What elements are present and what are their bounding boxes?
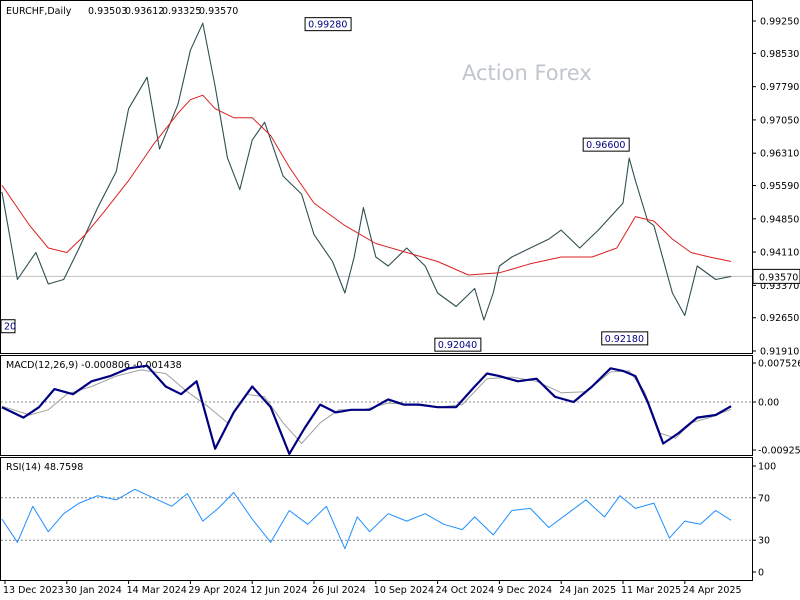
- ohlc-high: 0.93612: [125, 6, 164, 17]
- price-annotation-box: [434, 337, 482, 352]
- rsi-panel-frame: [0, 457, 753, 581]
- macd-title: MACD(12,26,9) -0.000806 -0.001438: [6, 360, 182, 371]
- price-y-tick-label: 0.95590: [760, 181, 799, 192]
- x-tick-label: 24 Jan 2025: [559, 585, 616, 596]
- x-tick-label: 10 Sep 2024: [374, 585, 434, 596]
- x-tick-label: 14 Mar 2024: [127, 585, 187, 596]
- price-y-tick-label: 0.94110: [760, 248, 799, 259]
- macd-layer: [1, 364, 752, 455]
- price-annotation-box: [0, 319, 16, 334]
- x-tick-label: 24 Oct 2024: [436, 585, 495, 596]
- ohlc-close: 0.93570: [199, 6, 238, 17]
- ohlc-open: 0.93503: [88, 6, 127, 17]
- macd-main-line: [1, 364, 732, 455]
- axes-layer: 0.99250 0.98530 0.97790 0.97050 0.96310 0.955…: [3, 17, 800, 596]
- x-tick-label: 30 Jan 2024: [65, 585, 122, 596]
- price-y-tick-label: 0.98530: [760, 49, 799, 60]
- x-tick-label: 26 Jul 2024: [312, 585, 366, 596]
- x-tick-label: 24 Apr 2025: [683, 585, 742, 596]
- x-tick-label: 13 Dec 2023: [3, 585, 64, 596]
- price-series-line: [1, 22, 732, 321]
- macd-y-tick-label: -0.009252: [758, 446, 800, 457]
- price-annotation-label: 0.96600: [586, 140, 625, 151]
- macd-y-tick-label: 0.007526: [758, 359, 800, 370]
- price-annotation-label: 0.99280: [308, 20, 347, 31]
- current-price-box: [752, 268, 800, 284]
- current-price-label: 0.93570: [759, 272, 798, 283]
- price-annotation-box: [582, 137, 630, 152]
- price-y-tick-label: 0.96310: [760, 149, 799, 160]
- rsi-y-tick-label: 30: [758, 536, 770, 547]
- watermark: Action Forex: [462, 61, 592, 85]
- rsi-layer: [1, 488, 752, 550]
- x-tick-label: 11 Mar 2025: [621, 585, 681, 596]
- rsi-title: RSI(14) 48.7598: [6, 462, 83, 473]
- price-y-tick-label: 0.93370: [760, 281, 799, 292]
- price-annotation-label: 0.92040: [438, 340, 477, 351]
- rsi-y-tick-label: 100: [758, 462, 776, 473]
- x-tick-label: 9 Dec 2024: [497, 585, 552, 596]
- price-y-tick-label: 0.92650: [760, 313, 799, 324]
- price-y-tick-label: 0.94850: [760, 214, 799, 225]
- x-tick-label: 29 Apr 2024: [188, 585, 247, 596]
- price-title: EURCHF,Daily: [6, 6, 72, 17]
- price-y-tick-label: 0.99250: [760, 17, 799, 28]
- price-annotation-box: [304, 17, 352, 32]
- price-y-tick-label: 0.97050: [760, 115, 799, 126]
- price-annotation-box: [601, 331, 649, 346]
- price-annotation-label: 0.92180: [605, 334, 644, 345]
- price-layer: 0.99280 0.92040 0.96600 0.92180 20: [0, 17, 752, 352]
- price-panel-frame: [0, 0, 753, 354]
- rsi-y-tick-label: 0: [758, 568, 764, 579]
- moving-average-line: [1, 94, 732, 276]
- price-y-tick-label: 0.91910: [760, 347, 799, 358]
- rsi-y-tick-label: 70: [758, 493, 770, 504]
- x-tick-label: 12 Jun 2024: [250, 585, 307, 596]
- price-annotation-label: 20: [4, 322, 16, 333]
- ohlc-low: 0.93325: [162, 6, 201, 17]
- price-y-tick-label: 0.97790: [760, 82, 799, 93]
- macd-panel-frame: [0, 355, 753, 456]
- rsi-line: [1, 488, 732, 550]
- macd-y-tick-label: 0.00: [758, 398, 779, 409]
